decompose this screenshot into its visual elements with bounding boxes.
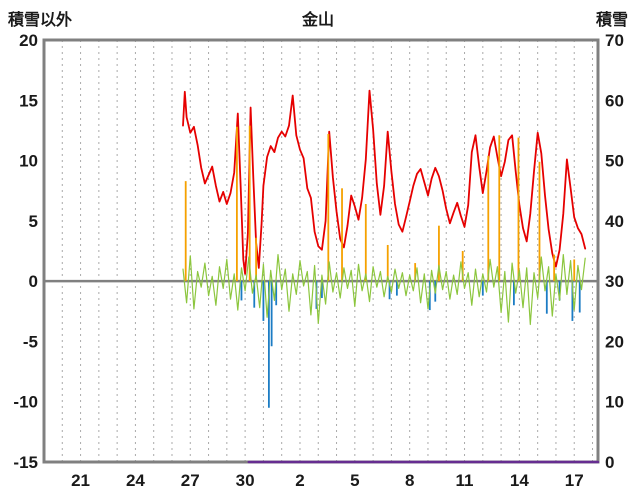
left-axis-title: 積雪以外 (8, 12, 73, 29)
svg-text:30: 30 (605, 272, 624, 291)
left-axis-labels: 20 15 10 5 0 -5 -10 -15 (13, 31, 38, 472)
svg-text:8: 8 (405, 471, 414, 490)
svg-text:-15: -15 (13, 453, 38, 472)
right-axis-title: 積雪 (595, 12, 628, 29)
svg-text:20: 20 (605, 332, 624, 351)
svg-text:2: 2 (295, 471, 304, 490)
chart-title: 金山 (301, 12, 334, 29)
svg-text:20: 20 (19, 31, 38, 50)
svg-text:21: 21 (71, 471, 90, 490)
x-tick-labels: 21 24 27 30 2 5 8 11 14 17 (71, 471, 584, 490)
svg-text:70: 70 (605, 31, 624, 50)
svg-text:14: 14 (510, 471, 529, 490)
precipitation-series (184, 125, 576, 282)
svg-text:-5: -5 (23, 332, 38, 351)
svg-text:30: 30 (236, 471, 255, 490)
svg-text:40: 40 (605, 212, 624, 231)
svg-text:-10: -10 (13, 393, 38, 412)
svg-text:10: 10 (19, 152, 38, 171)
svg-text:24: 24 (126, 471, 145, 490)
svg-text:27: 27 (181, 471, 200, 490)
svg-text:10: 10 (605, 393, 624, 412)
temperature-series (182, 89, 587, 275)
svg-text:17: 17 (565, 471, 584, 490)
right-axis-labels: 70 60 50 40 30 20 10 0 (605, 31, 624, 472)
svg-text:11: 11 (456, 471, 474, 490)
svg-text:5: 5 (29, 212, 38, 231)
negative-spikes-series (240, 281, 581, 408)
svg-text:50: 50 (605, 152, 624, 171)
svg-text:15: 15 (19, 91, 38, 110)
svg-text:0: 0 (29, 272, 38, 291)
plot-frame (42, 38, 600, 464)
svg-text:5: 5 (350, 471, 359, 490)
svg-text:60: 60 (605, 91, 624, 110)
wind-noise-series (182, 254, 586, 326)
svg-text:0: 0 (605, 453, 614, 472)
gridlines (43, 40, 594, 462)
